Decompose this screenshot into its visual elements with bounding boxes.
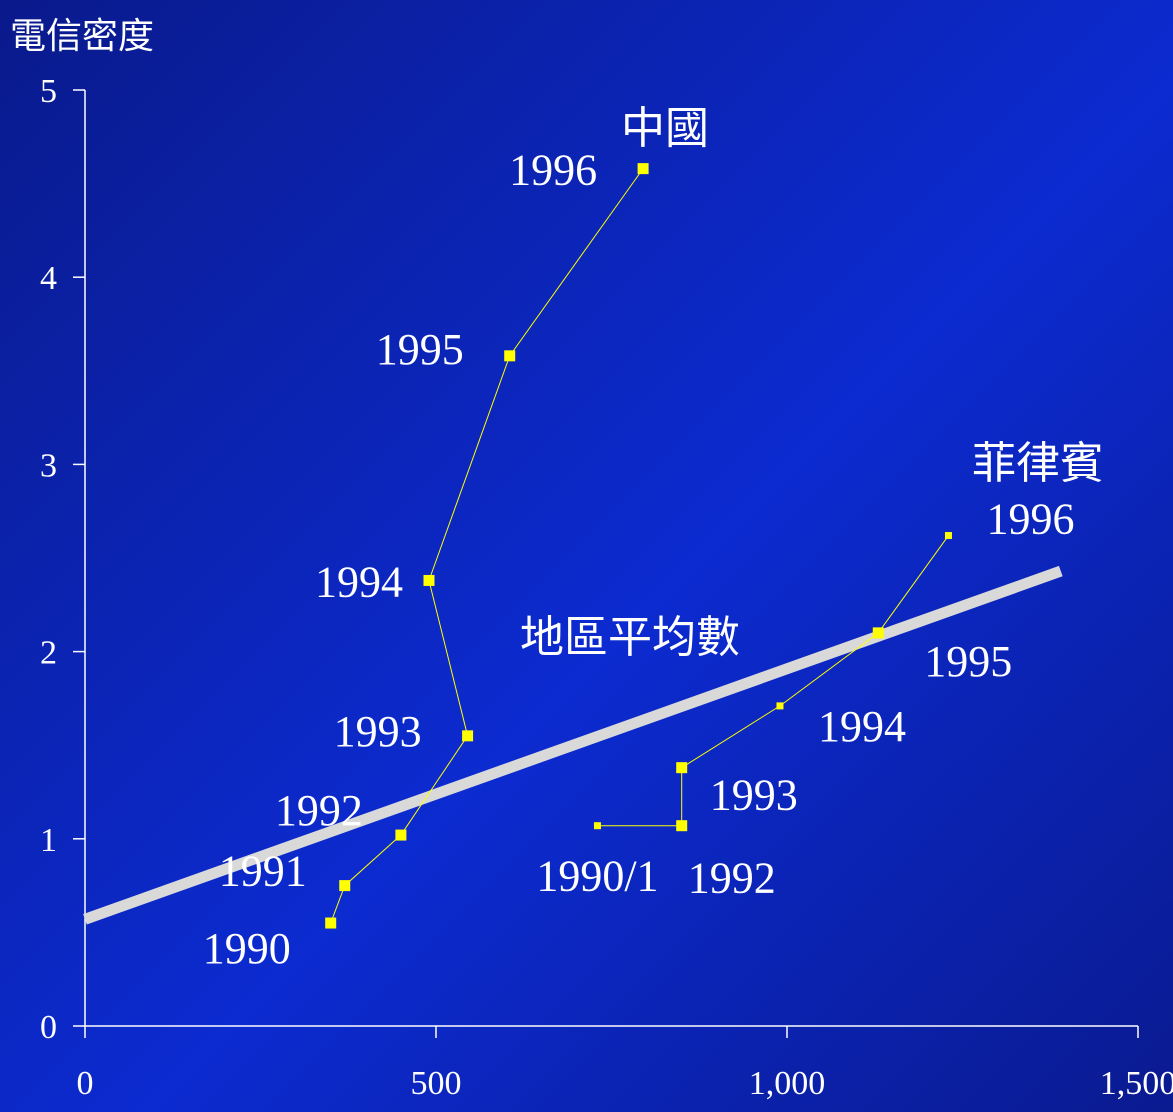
point-year-label: 1993 (334, 707, 422, 756)
tick-marks (73, 89, 1139, 1038)
data-point (423, 574, 435, 586)
data-point (944, 532, 952, 540)
point-year-label: 1993 (710, 771, 798, 820)
series-name-label: 菲律賓 (972, 439, 1104, 488)
y-tick-label: 5 (40, 73, 57, 110)
data-point (339, 880, 351, 892)
data-point (395, 829, 407, 841)
series-line (597, 535, 949, 827)
x-tick-label: 1,500 (1100, 1065, 1173, 1102)
series-name-label: 中國 (621, 104, 709, 153)
point-year-label: 1990/1 (536, 852, 658, 901)
tick-labels: 0 1 2 3 4 5 0 500 1,000 1,500 (40, 73, 1173, 1102)
data-point (462, 730, 474, 742)
y-tick-label: 0 (40, 1009, 57, 1046)
x-tick-label: 0 (77, 1065, 94, 1102)
point-year-label: 1994 (315, 557, 403, 606)
point-year-label: 1995 (376, 325, 464, 374)
point-labels: 1990 1991 1992 1993 1994 1995 1996 1990/1 1992 19… (203, 146, 1075, 973)
point-year-label: 1996 (986, 495, 1074, 544)
y-tick-label: 4 (40, 260, 57, 297)
series-lines (330, 168, 949, 924)
trendline-average (83, 565, 1063, 925)
axes (84, 90, 1138, 1027)
y-axis-label: 電信密度 (10, 16, 154, 56)
y-tick-label: 2 (40, 635, 57, 672)
series-name-label: 地區平均數 (520, 613, 740, 662)
data-point (637, 163, 649, 175)
data-point (872, 627, 884, 639)
data-point (504, 350, 516, 362)
x-tick-label: 1,000 (749, 1065, 826, 1102)
point-year-label: 1990 (203, 924, 291, 973)
data-point (325, 917, 337, 929)
y-tick-label: 1 (40, 822, 57, 859)
point-year-label: 1996 (509, 146, 597, 195)
point-year-label: 1992 (275, 786, 363, 835)
data-point (676, 762, 688, 774)
point-year-label: 1994 (818, 702, 906, 751)
y-tick-label: 3 (40, 447, 57, 484)
x-tick-label: 500 (411, 1065, 462, 1102)
point-year-label: 1992 (688, 854, 776, 903)
average-trendline (83, 565, 1063, 925)
point-year-label: 1995 (924, 637, 1012, 686)
point-year-label: 1991 (219, 847, 307, 896)
data-markers (325, 163, 952, 929)
data-point (593, 822, 601, 830)
data-point (776, 702, 784, 710)
data-point (676, 820, 688, 832)
